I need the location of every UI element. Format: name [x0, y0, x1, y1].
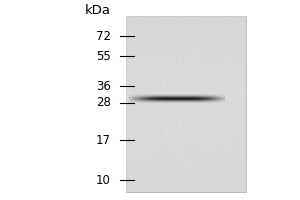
Text: 10: 10	[96, 173, 111, 186]
FancyBboxPatch shape	[126, 16, 246, 192]
Text: 17: 17	[96, 134, 111, 146]
Text: 36: 36	[96, 80, 111, 92]
Text: 55: 55	[96, 49, 111, 62]
Text: 72: 72	[96, 29, 111, 43]
Text: 28: 28	[96, 97, 111, 110]
Text: kDa: kDa	[85, 3, 111, 17]
